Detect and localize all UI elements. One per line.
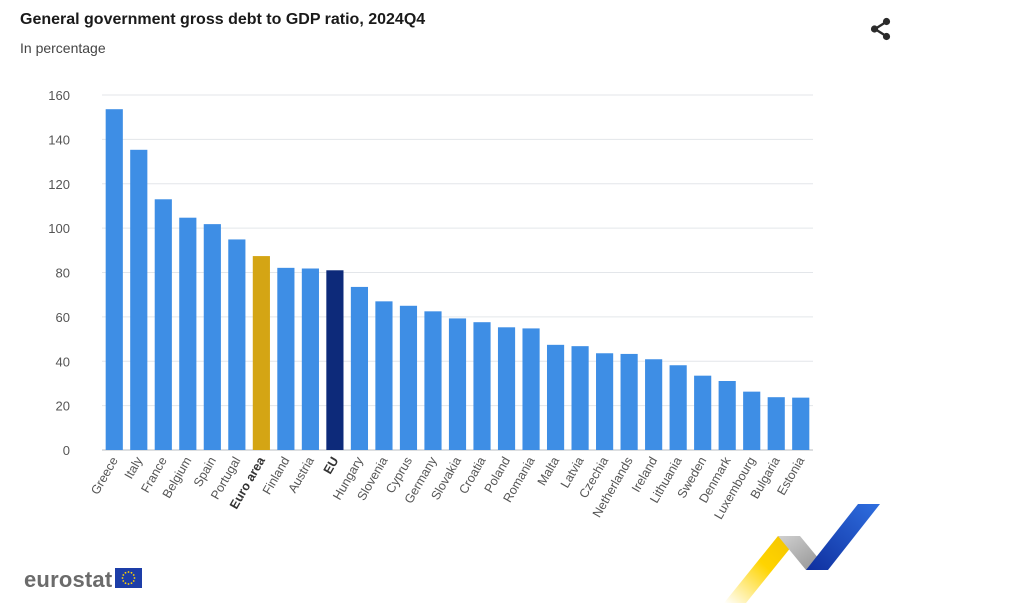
y-tick-label: 80 [56,266,70,281]
bar [277,267,295,450]
bar [424,311,442,450]
bar [645,359,663,450]
chart-title: General government gross debt to GDP rat… [20,11,426,28]
bar [718,380,736,450]
share-icon[interactable] [868,16,894,42]
bar [301,268,319,450]
bar [228,239,246,450]
bar [326,270,344,450]
bar [669,365,687,450]
bar [448,318,467,450]
eu-flag-icon [115,567,143,593]
y-tick-label: 160 [48,88,70,103]
y-tick-label: 120 [48,177,70,192]
x-tick-label: Greece [88,454,121,497]
bar [767,397,785,450]
y-tick-label: 40 [56,354,70,369]
bar [179,217,197,450]
bar [620,353,638,450]
x-tick-label: Italy [122,454,146,482]
bar [743,391,761,450]
bar [350,286,369,450]
bar [375,301,393,450]
chart-subtitle: In percentage [20,40,106,56]
logo-text: eurostat [24,567,113,592]
eurostat-swoosh-decoration [720,500,890,608]
bar [203,224,221,450]
y-tick-label: 60 [56,310,70,325]
y-tick-label: 0 [63,443,70,458]
bar [792,397,810,450]
bar [522,328,540,450]
bar [399,305,418,450]
y-tick-label: 20 [56,399,70,414]
bar [694,375,712,450]
y-tick-label: 140 [48,132,70,147]
bar [105,109,123,450]
bar [154,199,172,450]
bar [130,149,148,450]
y-tick-label: 100 [48,221,70,236]
bar [473,322,491,450]
eurostat-logo[interactable]: eurostat [24,567,143,593]
bar [571,346,589,450]
x-tick-label: EU [321,455,342,477]
bar [546,344,565,450]
bar [252,256,270,450]
bar [596,353,614,450]
bar [497,327,516,450]
